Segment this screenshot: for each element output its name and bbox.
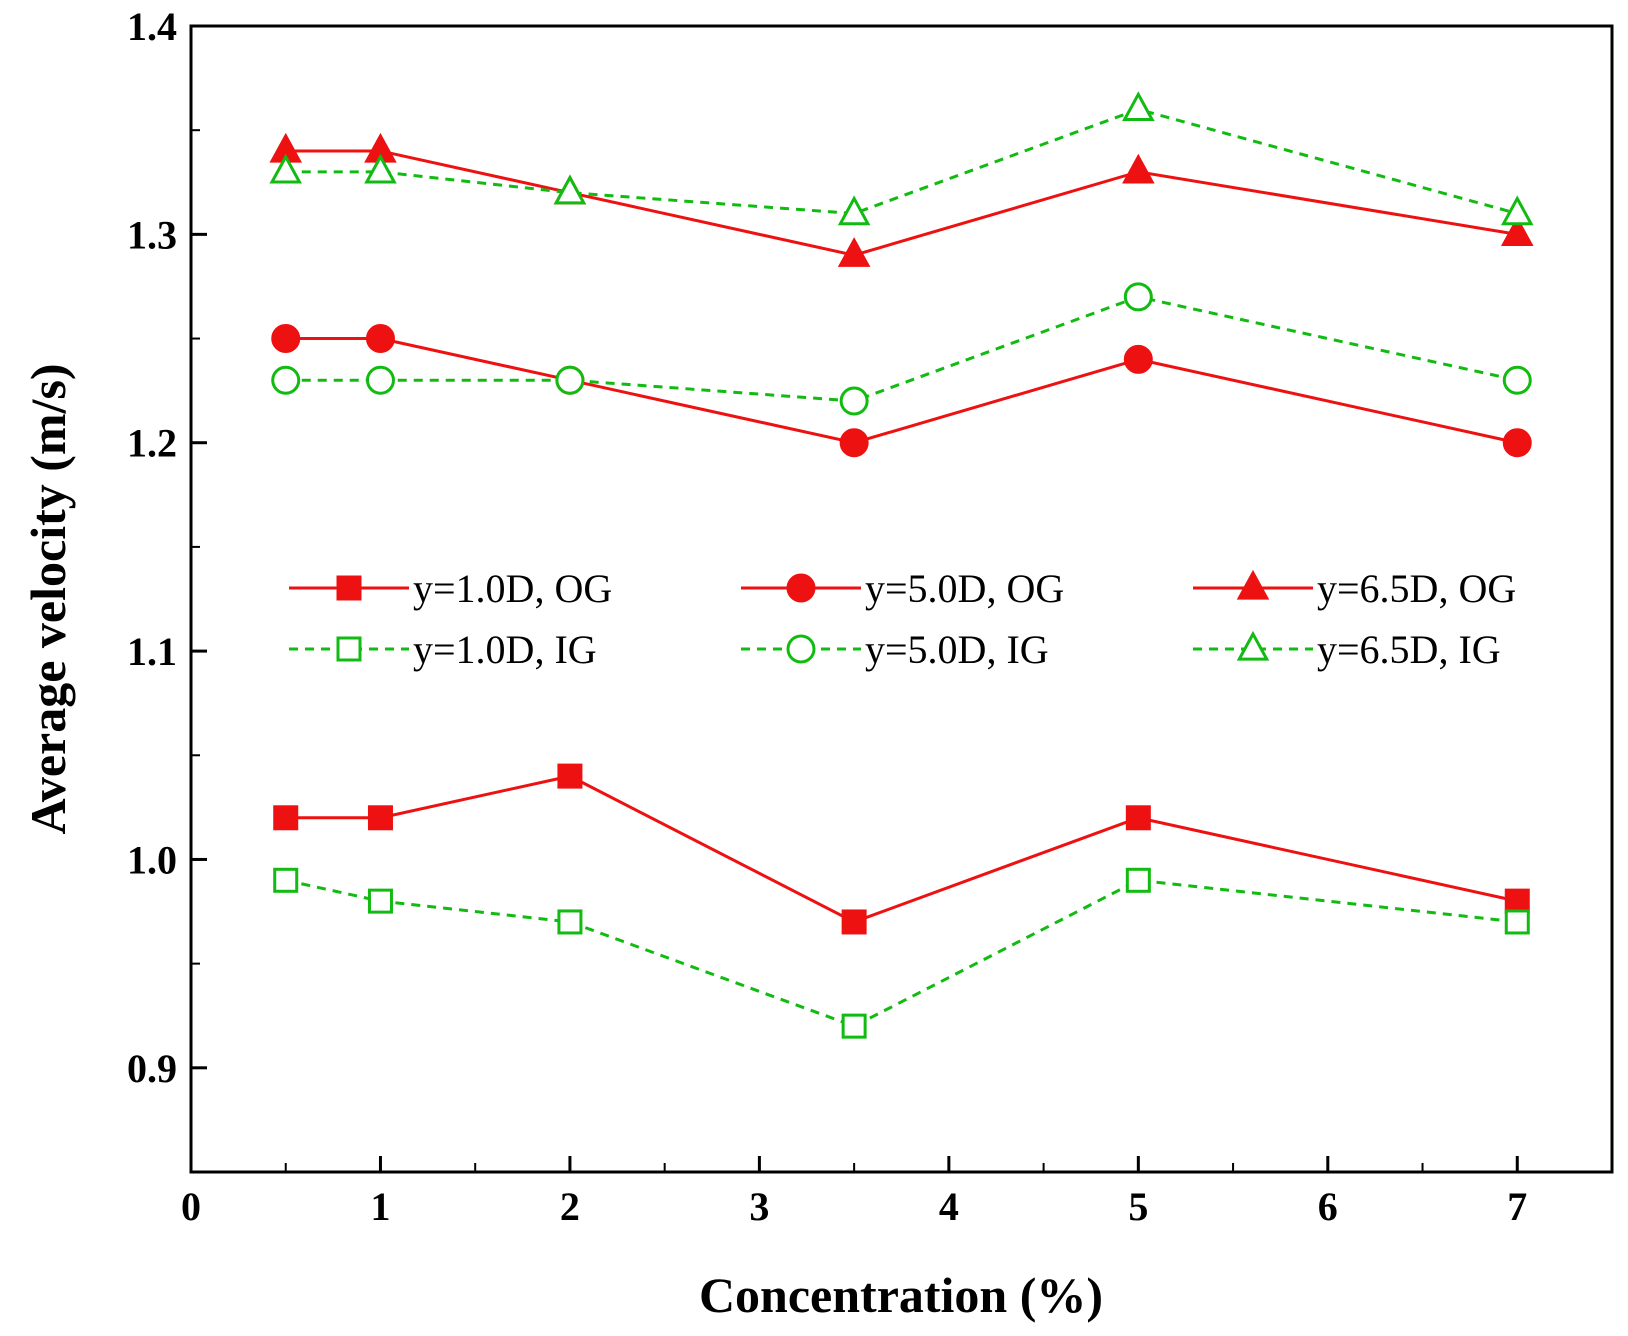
series-2-point-3 [837, 237, 871, 267]
series-0-point-2 [557, 763, 583, 789]
series-5-point-4 [1122, 91, 1155, 122]
series-0-point-5 [1504, 888, 1530, 914]
legend-marker-3 [336, 636, 362, 662]
series-1-point-4 [1123, 344, 1153, 374]
series-3-point-5 [1504, 909, 1530, 935]
legend-item-5: y=6.5D, IG [1193, 627, 1501, 672]
legend-marker-1 [786, 573, 816, 603]
series-2 [269, 132, 1534, 267]
series-3-point-0 [273, 867, 299, 893]
legend-label-3: y=1.0D, IG [413, 627, 597, 672]
series-5-point-5 [1500, 195, 1534, 226]
series-2-point-4 [1122, 153, 1155, 184]
series-0 [273, 763, 1530, 935]
series-1-line [285, 337, 1518, 445]
x-tick-label-1: 1 [370, 1184, 390, 1229]
series-5 [269, 91, 1534, 226]
series-0-point-1 [367, 805, 393, 831]
plot-area [269, 91, 1534, 1039]
legend-marker-0 [336, 575, 362, 601]
series-1 [271, 324, 1532, 458]
legend-label-4: y=5.0D, IG [865, 627, 1049, 672]
x-tick-label-5: 5 [1128, 1184, 1148, 1229]
legend: y=1.0D, OG y=5.0D, OG y=6.5D, OG y=1.0D, IG… [289, 566, 1516, 672]
series-1-point-1 [365, 324, 395, 354]
legend-item-1: y=5.0D, OG [741, 566, 1064, 611]
legend-label-0: y=1.0D, OG [413, 566, 612, 611]
series-0-point-0 [273, 805, 299, 831]
axes: 0 1 2 3 4 5 6 7 0.9 1.0 1.1 1.2 1.3 1.4 [127, 4, 1527, 1229]
legend-label-2: y=6.5D, OG [1317, 566, 1516, 611]
x-tick-label-2: 2 [560, 1184, 580, 1229]
series-4-point-5 [1502, 365, 1532, 395]
series-5-point-0 [269, 153, 303, 184]
series-4 [271, 282, 1532, 416]
series-4-point-1 [365, 365, 395, 395]
series-4-line [285, 295, 1518, 403]
series-5-point-2 [553, 174, 587, 205]
legend-item-0: y=1.0D, OG [289, 566, 612, 611]
legend-marker-2 [1236, 569, 1270, 600]
series-3-point-3 [841, 1013, 867, 1039]
y-tick-label-2: 1.1 [127, 629, 177, 674]
legend-item-4: y=5.0D, IG [741, 627, 1049, 672]
legend-label-1: y=5.0D, OG [865, 566, 1064, 611]
series-3-line [285, 878, 1518, 1028]
series-0-point-4 [1125, 805, 1151, 831]
series-5-point-3 [837, 195, 871, 226]
series-3-point-4 [1125, 867, 1151, 893]
y-tick-label-1: 1.0 [127, 837, 177, 882]
series-1-point-3 [839, 428, 869, 458]
series-0-line [285, 774, 1518, 924]
series-2-line [285, 149, 1518, 257]
x-axis-title: Concentration (%) [699, 1267, 1103, 1323]
series-4-point-4 [1123, 282, 1153, 312]
x-tick-label-6: 6 [1318, 1184, 1338, 1229]
series-3-point-1 [367, 888, 393, 914]
x-tick-label-7: 7 [1507, 1184, 1527, 1229]
y-tick-label-0: 0.9 [127, 1046, 177, 1091]
series-4-point-3 [839, 386, 869, 416]
series-3-point-2 [557, 909, 583, 935]
x-tick-label-0: 0 [181, 1184, 201, 1229]
series-2-point-5 [1500, 216, 1534, 247]
y-axis-title: Average velocity (m/s) [20, 363, 76, 834]
series-0-point-3 [841, 909, 867, 935]
series-3 [273, 867, 1530, 1039]
series-1-point-0 [271, 324, 301, 354]
series-4-point-2 [555, 365, 585, 395]
x-tick-label-4: 4 [939, 1184, 959, 1229]
x-tick-label-3: 3 [749, 1184, 769, 1229]
series-5-point-1 [364, 153, 397, 184]
y-tick-label-4: 1.3 [127, 212, 177, 257]
y-tick-label-3: 1.2 [127, 421, 177, 466]
series-4-point-0 [271, 365, 301, 395]
series-5-line [285, 107, 1518, 216]
legend-marker-4 [786, 634, 816, 664]
legend-item-3: y=1.0D, IG [289, 627, 597, 672]
y-tick-label-5: 1.4 [127, 4, 177, 49]
legend-item-2: y=6.5D, OG [1193, 566, 1516, 611]
legend-marker-5 [1236, 630, 1270, 661]
legend-label-5: y=6.5D, IG [1317, 627, 1501, 672]
series-1-point-5 [1502, 428, 1532, 458]
plot-frame [189, 24, 1614, 1174]
